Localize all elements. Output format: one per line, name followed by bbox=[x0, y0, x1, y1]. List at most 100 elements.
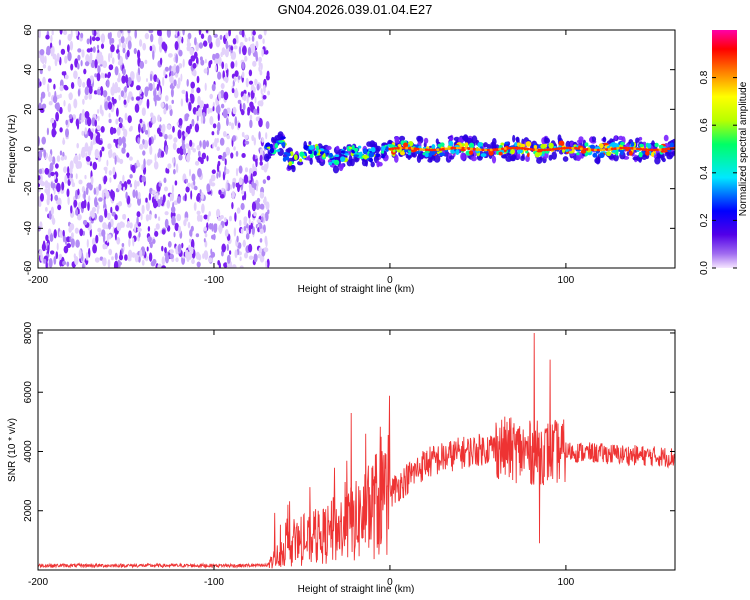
noise-speck bbox=[55, 111, 59, 122]
noise-speck bbox=[160, 150, 165, 158]
signal-band-cell bbox=[461, 143, 465, 147]
noise-speck bbox=[234, 212, 237, 222]
noise-speck bbox=[237, 99, 242, 104]
noise-speck bbox=[89, 161, 93, 167]
signal-band-cell bbox=[265, 155, 272, 160]
noise-speck bbox=[138, 231, 141, 238]
signal-band-cell bbox=[598, 143, 604, 149]
signal-peak-cell bbox=[408, 146, 412, 150]
noise-speck bbox=[208, 257, 213, 263]
noise-speck bbox=[200, 192, 204, 201]
noise-speck bbox=[207, 214, 210, 222]
signal-peak-cell bbox=[410, 147, 415, 150]
signal-peak-cell bbox=[441, 147, 445, 151]
noise-speck bbox=[97, 30, 100, 34]
noise-speck bbox=[153, 74, 158, 82]
noise-speck bbox=[240, 202, 245, 211]
noise-speck bbox=[134, 103, 140, 113]
noise-speck bbox=[202, 139, 207, 150]
noise-speck bbox=[258, 117, 263, 128]
noise-speck bbox=[204, 250, 209, 260]
noise-speck bbox=[90, 47, 93, 52]
signal-band-cell bbox=[647, 143, 652, 149]
noise-speck bbox=[158, 216, 161, 221]
signal-peak-cell bbox=[461, 146, 465, 150]
noise-speck bbox=[217, 113, 220, 122]
noise-speck bbox=[145, 214, 150, 222]
noise-speck bbox=[112, 166, 116, 176]
noise-speck bbox=[212, 106, 215, 112]
signal-peak-cell bbox=[399, 146, 403, 150]
noise-speck bbox=[50, 118, 55, 124]
signal-band-cell bbox=[326, 145, 332, 151]
noise-speck bbox=[180, 98, 184, 107]
noise-speck bbox=[263, 84, 266, 93]
noise-speck bbox=[191, 258, 195, 264]
noise-speck bbox=[248, 36, 251, 42]
noise-speck bbox=[91, 206, 97, 213]
noise-speck bbox=[150, 112, 154, 118]
noise-speck bbox=[69, 40, 74, 51]
noise-speck bbox=[102, 257, 107, 267]
noise-speck bbox=[220, 83, 225, 89]
noise-speck bbox=[70, 205, 73, 214]
noise-speck bbox=[201, 203, 205, 214]
noise-speck bbox=[192, 148, 196, 153]
noise-speck bbox=[148, 30, 154, 34]
signal-peak-cell bbox=[509, 146, 513, 150]
signal-peak-cell bbox=[585, 148, 589, 151]
signal-peak-cell bbox=[661, 148, 665, 151]
signal-peak-cell bbox=[430, 148, 434, 152]
noise-speck bbox=[149, 159, 153, 164]
noise-speck bbox=[237, 122, 241, 129]
signal-band-cell bbox=[289, 151, 294, 157]
noise-speck bbox=[101, 109, 104, 117]
noise-speck bbox=[261, 216, 264, 223]
noise-speck bbox=[230, 46, 234, 51]
signal-peak-cell bbox=[644, 148, 648, 152]
noise-speck bbox=[152, 81, 155, 91]
noise-speck bbox=[53, 83, 56, 90]
noise-speck bbox=[157, 114, 161, 122]
noise-speck bbox=[139, 118, 143, 124]
noise-speck bbox=[75, 173, 78, 180]
noise-speck bbox=[249, 119, 253, 129]
noise-speck bbox=[247, 209, 251, 219]
noise-speck bbox=[225, 168, 230, 174]
signal-peak-cell bbox=[506, 146, 510, 150]
noise-speck bbox=[186, 42, 192, 48]
signal-band-cell bbox=[333, 159, 340, 165]
noise-speck bbox=[154, 202, 159, 208]
noise-speck bbox=[104, 73, 107, 78]
signal-peak-cell bbox=[396, 146, 400, 150]
noise-speck bbox=[149, 45, 153, 52]
noise-speck bbox=[171, 191, 175, 202]
noise-speck bbox=[48, 101, 53, 106]
noise-speck bbox=[218, 155, 223, 160]
noise-speck bbox=[67, 196, 70, 205]
noise-speck bbox=[48, 78, 52, 83]
noise-speck bbox=[136, 211, 141, 218]
noise-speck bbox=[60, 48, 66, 55]
noise-speck bbox=[158, 182, 163, 187]
signal-peak-cell bbox=[568, 146, 572, 150]
noise-speck bbox=[185, 178, 188, 184]
signal-peak-cell bbox=[579, 147, 584, 151]
signal-peak-cell bbox=[658, 148, 662, 152]
noise-speck bbox=[262, 179, 267, 185]
noise-speck bbox=[107, 95, 111, 102]
noise-speck bbox=[175, 245, 179, 255]
signal-band-cell bbox=[516, 152, 521, 159]
signal-band-cell bbox=[544, 137, 550, 144]
signal-band-cell bbox=[618, 135, 624, 141]
noise-speck bbox=[230, 184, 232, 190]
noise-speck bbox=[70, 63, 74, 71]
noise-speck bbox=[178, 35, 182, 41]
signal-band-cell bbox=[274, 143, 279, 149]
noise-speck bbox=[176, 121, 179, 126]
signal-band-cell bbox=[480, 153, 487, 158]
noise-speck bbox=[138, 256, 141, 263]
signal-band-cell bbox=[369, 157, 373, 163]
noise-speck bbox=[154, 230, 159, 237]
noise-speck bbox=[192, 69, 197, 77]
